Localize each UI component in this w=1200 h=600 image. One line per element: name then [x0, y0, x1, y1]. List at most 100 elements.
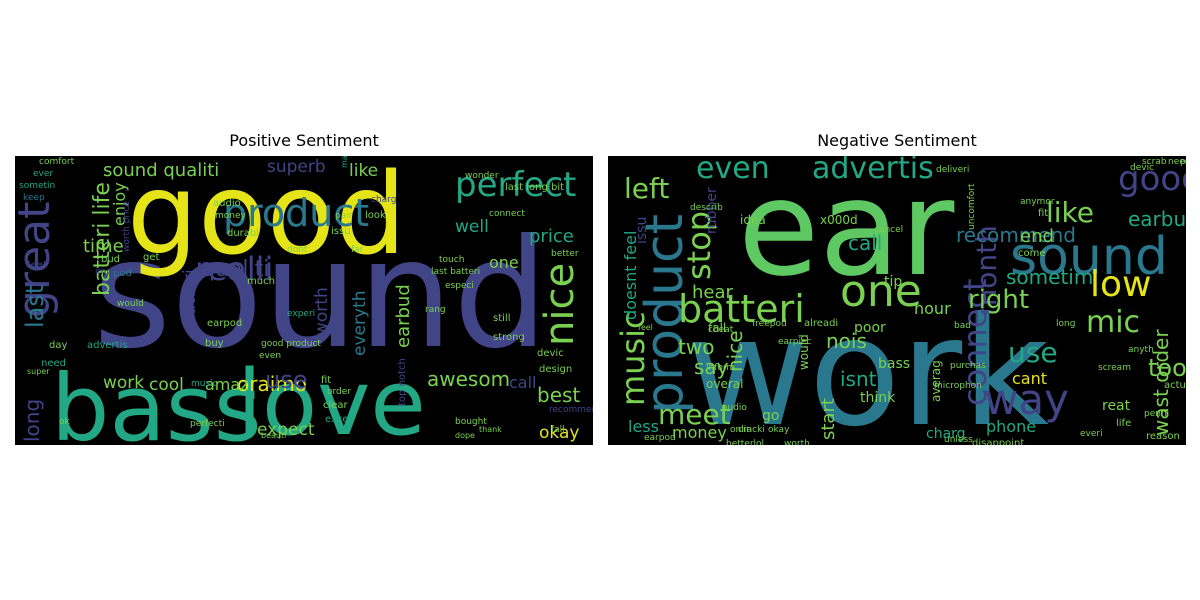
negative-word-poor: poor	[854, 320, 886, 336]
positive-word-earpod: earpod	[207, 318, 242, 329]
negative-word-less: less	[628, 417, 659, 436]
positive-word-qualiti: qualiti	[201, 257, 269, 282]
positive-word-clear: clear	[323, 400, 349, 411]
positive-word-advertis: advertis	[87, 340, 128, 351]
negative-word-low: low	[1090, 264, 1151, 305]
negative-word-fit: fit	[1038, 208, 1048, 219]
positive-word-durabl: durabl	[227, 228, 259, 239]
negative-word-scrab: scrab	[1142, 157, 1167, 167]
positive-word-use: use	[265, 366, 307, 394]
positive-word-sound-qualiti: sound qualiti	[103, 160, 219, 181]
positive-word-issu: issu	[331, 226, 351, 237]
positive-word-cloud: sound good bass love product great realli perfe…	[15, 156, 593, 445]
negative-word-scream: scream	[1098, 363, 1131, 373]
positive-word-far: far	[351, 245, 364, 255]
negative-word-meet: meet	[658, 398, 731, 431]
negative-word-connect: connect	[956, 278, 994, 406]
positive-word-like: like	[349, 161, 378, 181]
negative-word-tip: tip	[884, 274, 902, 290]
positive-word-buy: buy	[205, 338, 224, 349]
negative-word-cancel: cancel	[874, 225, 903, 235]
negative-word-one: one	[840, 266, 922, 317]
positive-word-dope: dope	[455, 431, 475, 440]
negative-word-nois: nois	[826, 329, 867, 353]
positive-sentiment-title: Positive Sentiment	[229, 131, 379, 150]
negative-word-isnt: isnt	[840, 367, 877, 391]
negative-word-work: work	[686, 286, 1049, 445]
negative-word-actual: actual	[1164, 380, 1186, 391]
positive-word-price: price	[529, 226, 574, 247]
negative-word-end: end	[1020, 226, 1054, 247]
positive-word-enjoy: enjoy	[110, 182, 129, 226]
positive-word-cool: cool	[149, 375, 184, 395]
negative-word-purchas: purchas	[950, 361, 986, 371]
negative-word-two: two	[678, 335, 714, 359]
positive-word-pair: pair	[335, 211, 353, 221]
negative-word-issu: issu	[634, 217, 650, 244]
negative-word-start: start	[818, 398, 839, 440]
positive-word-touch: touch	[439, 255, 464, 265]
positive-word-perfect: perfect	[455, 165, 576, 205]
positive-word-bought: bought	[455, 417, 487, 427]
positive-word-dont: dont	[287, 245, 308, 255]
positive-word-sound: sound	[93, 208, 548, 382]
positive-word-excel: excel	[325, 414, 351, 425]
positive-word-earbud: earbud	[393, 284, 414, 348]
negative-word-cracki: cracki	[738, 425, 765, 435]
negative-word-bad: bad	[954, 321, 971, 331]
negative-word-advertis: advertis	[812, 156, 934, 186]
negative-word-would: would	[797, 334, 811, 370]
negative-word-need: need	[1168, 157, 1186, 167]
positive-word-bass: bass	[51, 355, 262, 445]
negative-word-cant: cant	[1012, 369, 1047, 388]
negative-word-sometim: sometim	[1006, 265, 1093, 289]
negative-word-earbud: earbud	[1128, 207, 1186, 231]
positive-word-long: long	[20, 399, 44, 442]
positive-word-music: music	[191, 379, 218, 389]
negative-word-earpod: earpod	[644, 433, 676, 443]
negative-word-devic: devic	[1130, 163, 1154, 173]
positive-word-nice: nice	[537, 263, 583, 346]
negative-word-long: long	[1056, 319, 1075, 329]
positive-word-day: day	[49, 340, 67, 351]
positive-word-okay: okay	[539, 423, 579, 443]
positive-word-recommend: recommend	[549, 405, 593, 415]
negative-word-alreadi: alreadi	[804, 318, 838, 329]
positive-word-especi: especi	[445, 281, 474, 291]
positive-word-bud: bud	[101, 254, 120, 265]
negative-word-okay: okay	[768, 425, 790, 435]
negative-word-think: think	[860, 390, 896, 406]
negative-word-reat: reat	[1102, 398, 1131, 414]
negative-word-rubber: rubber	[704, 187, 720, 234]
positive-word-call: call	[509, 373, 537, 392]
negative-word-left: left	[624, 172, 669, 205]
negative-word-way: way	[984, 375, 1069, 424]
negative-word-cheat: cheat	[708, 325, 734, 335]
positive-word-expect: expect	[257, 420, 315, 440]
negative-word-right: right	[968, 285, 1029, 315]
positive-word-time: time	[83, 236, 124, 257]
positive-word-best: best	[537, 383, 580, 407]
positive-word-experi: experi	[287, 309, 315, 319]
positive-word-work: work	[103, 373, 144, 393]
negative-word-phone: phone	[986, 417, 1036, 436]
negative-word-sound: sound	[1010, 227, 1168, 287]
positive-word-keep: keep	[23, 193, 45, 203]
negative-word-describ: describ	[690, 203, 723, 213]
positive-word-still: still	[493, 313, 510, 324]
negative-word-idea: idea	[740, 213, 766, 227]
negative-word-go: go	[762, 408, 779, 424]
negative-word-feel: feel	[638, 323, 653, 332]
negative-word-uncomfort: uncomfort	[967, 183, 977, 230]
negative-word-averag: averag	[929, 360, 943, 402]
negative-word-call: call	[848, 231, 882, 255]
negative-word-unless: unless	[944, 435, 973, 445]
negative-word-penni: penni	[1144, 409, 1169, 419]
positive-word-would: would	[117, 299, 144, 309]
negative-word-audio: audio	[722, 403, 747, 413]
negative-word-life: life	[1116, 418, 1131, 429]
negative-word-mic: mic	[1086, 305, 1140, 340]
negative-word-ear: ear	[738, 156, 955, 306]
